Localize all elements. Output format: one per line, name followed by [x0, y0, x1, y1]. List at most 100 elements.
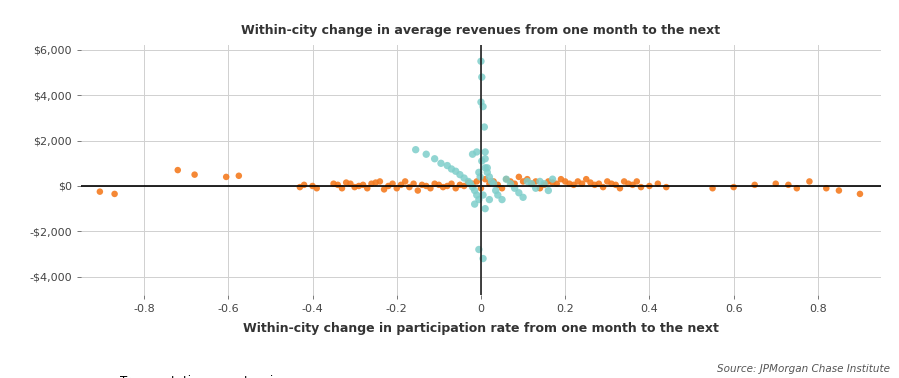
- Transportation: [339, 180, 353, 186]
- Leasing: [472, 169, 486, 175]
- Transportation: [832, 187, 846, 194]
- Transportation: [309, 185, 324, 191]
- Transportation: [377, 186, 391, 192]
- Leasing: [529, 185, 543, 191]
- Transportation: [802, 178, 816, 184]
- Title: Within-city change in average revenues from one month to the next: Within-city change in average revenues f…: [242, 24, 720, 37]
- Leasing: [469, 149, 484, 155]
- Leasing: [475, 158, 489, 164]
- Transportation: [604, 181, 619, 187]
- Transportation: [411, 187, 425, 194]
- Transportation: [626, 182, 640, 188]
- Leasing: [524, 181, 539, 187]
- Leasing: [472, 246, 486, 253]
- Transportation: [554, 176, 568, 182]
- Leasing: [503, 181, 518, 187]
- Transportation: [494, 185, 509, 191]
- Leasing: [474, 99, 488, 105]
- Leasing: [546, 176, 560, 182]
- Leasing: [478, 206, 493, 212]
- Transportation: [478, 176, 493, 182]
- Transportation: [579, 176, 593, 182]
- Transportation: [469, 178, 484, 184]
- Transportation: [356, 182, 370, 188]
- Transportation: [171, 167, 185, 173]
- Transportation: [629, 178, 644, 184]
- Leasing: [478, 156, 493, 162]
- Transportation: [574, 181, 589, 187]
- Transportation: [232, 173, 246, 179]
- Transportation: [642, 183, 656, 189]
- Transportation: [457, 183, 471, 189]
- Transportation: [537, 182, 551, 188]
- Transportation: [386, 181, 400, 187]
- Leasing: [449, 168, 463, 174]
- Transportation: [769, 181, 783, 187]
- Transportation: [546, 180, 560, 186]
- Leasing: [482, 197, 496, 203]
- Transportation: [432, 182, 446, 188]
- Transportation: [461, 180, 476, 186]
- Leasing: [491, 192, 505, 198]
- Leasing: [433, 160, 448, 166]
- Leasing: [427, 156, 441, 162]
- Leasing: [467, 201, 482, 207]
- Leasing: [521, 178, 535, 184]
- Leasing: [533, 178, 547, 184]
- Transportation: [521, 176, 535, 182]
- Transportation: [789, 185, 804, 191]
- Transportation: [441, 183, 455, 189]
- Transportation: [331, 182, 345, 188]
- Leasing: [478, 149, 493, 155]
- Leasing: [477, 124, 492, 130]
- Leasing: [457, 175, 471, 181]
- Transportation: [587, 182, 601, 188]
- Leasing: [453, 172, 467, 178]
- Transportation: [634, 184, 648, 190]
- Transportation: [529, 178, 543, 184]
- Text: Source: JPMorgan Chase Institute: Source: JPMorgan Chase Institute: [717, 364, 890, 374]
- Leasing: [499, 176, 513, 182]
- Transportation: [419, 183, 433, 189]
- Transportation: [406, 181, 421, 187]
- Leasing: [476, 104, 490, 110]
- Transportation: [583, 180, 598, 186]
- Leasing: [488, 187, 503, 194]
- Transportation: [621, 181, 636, 187]
- Leasing: [463, 181, 477, 187]
- Transportation: [107, 191, 121, 197]
- Leasing: [507, 185, 521, 191]
- Leasing: [474, 58, 488, 64]
- Leasing: [476, 192, 490, 198]
- Transportation: [93, 189, 107, 195]
- Transportation: [373, 178, 387, 184]
- Transportation: [219, 174, 234, 180]
- Leasing: [486, 181, 501, 187]
- Transportation: [592, 181, 606, 187]
- Transportation: [491, 182, 505, 188]
- Leasing: [466, 184, 480, 190]
- Leasing: [480, 169, 494, 175]
- Transportation: [747, 182, 761, 188]
- Transportation: [436, 184, 450, 190]
- Transportation: [516, 178, 530, 184]
- Leasing: [444, 166, 458, 172]
- Transportation: [609, 182, 623, 188]
- Transportation: [541, 178, 556, 184]
- Transportation: [482, 181, 496, 187]
- Transportation: [326, 181, 341, 187]
- Leasing: [485, 178, 499, 184]
- Leasing: [541, 187, 556, 194]
- Transportation: [613, 185, 628, 191]
- Transportation: [512, 174, 526, 180]
- Leasing: [469, 192, 484, 198]
- Transportation: [297, 182, 311, 188]
- Transportation: [352, 183, 366, 189]
- Transportation: [334, 185, 349, 191]
- Transportation: [781, 182, 796, 188]
- Transportation: [558, 178, 573, 184]
- Leasing: [461, 178, 476, 184]
- Transportation: [381, 183, 396, 189]
- Transportation: [293, 184, 307, 190]
- Leasing: [419, 151, 433, 157]
